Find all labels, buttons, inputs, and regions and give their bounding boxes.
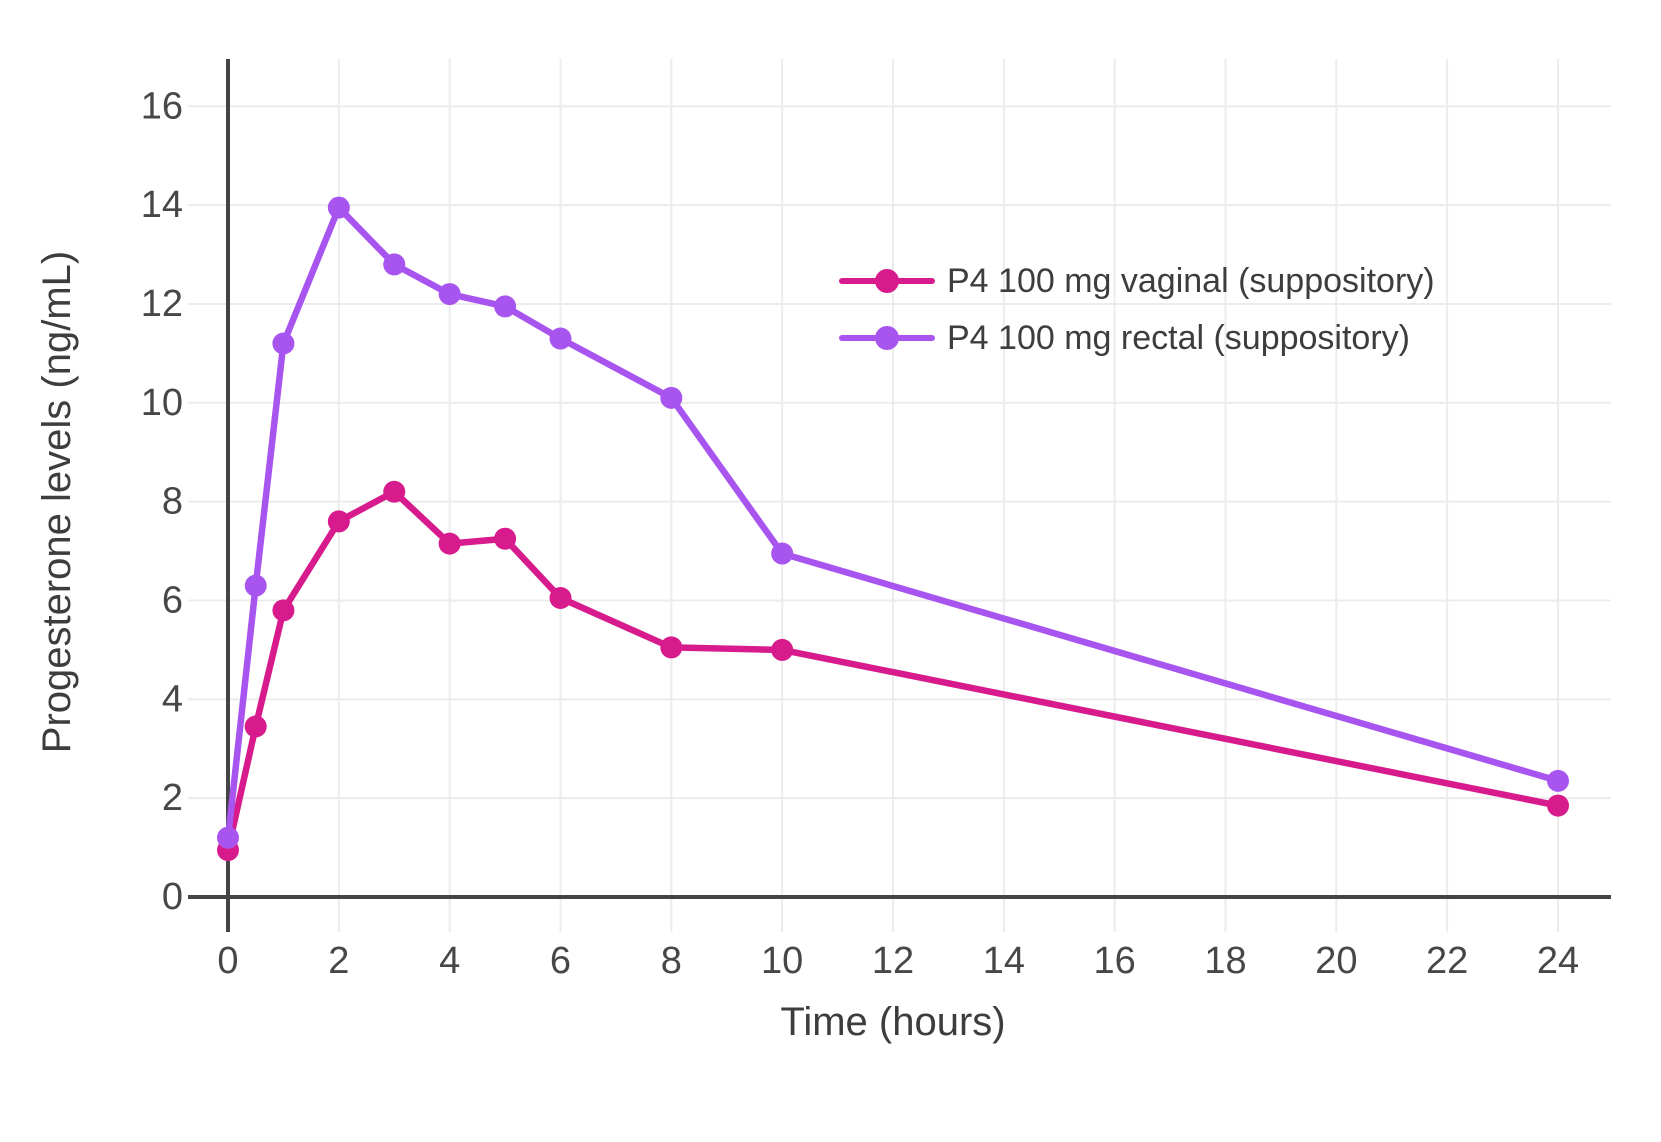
y-tick-label: 0 — [162, 876, 183, 918]
data-point-rectal — [660, 386, 683, 409]
legend-item-rectal: P4 100 mg rectal (suppository) — [839, 319, 1410, 357]
data-point-vaginal — [244, 715, 267, 738]
data-point-vaginal — [438, 532, 461, 555]
data-point-rectal — [549, 327, 572, 350]
data-point-rectal — [494, 295, 517, 318]
data-point-rectal — [1547, 769, 1570, 792]
legend-label-rectal: P4 100 mg rectal (suppository) — [947, 319, 1410, 357]
x-tick-label: 22 — [1426, 940, 1468, 982]
data-point-vaginal — [327, 510, 350, 533]
axes — [188, 59, 1611, 932]
x-tick-label: 4 — [439, 940, 460, 982]
data-point-vaginal — [494, 527, 517, 550]
x-tick-label: 18 — [1204, 940, 1246, 982]
x-tick-label: 8 — [661, 940, 682, 982]
data-point-rectal — [272, 332, 295, 355]
y-tick-label: 6 — [162, 579, 183, 621]
data-point-vaginal — [660, 636, 683, 659]
data-point-vaginal — [383, 480, 406, 503]
data-point-rectal — [383, 253, 406, 276]
y-tick-label: 12 — [141, 283, 183, 325]
data-point-rectal — [438, 283, 461, 306]
data-point-rectal — [771, 542, 794, 565]
gridlines — [188, 59, 1611, 932]
series-plot-area — [217, 196, 1570, 862]
data-point-vaginal — [549, 587, 572, 610]
legend-item-vaginal: P4 100 mg vaginal (suppository) — [839, 262, 1435, 300]
data-point-vaginal — [771, 638, 794, 661]
legend: P4 100 mg vaginal (suppository) P4 100 m… — [839, 262, 1435, 357]
legend-label-vaginal: P4 100 mg vaginal (suppository) — [947, 262, 1435, 300]
y-tick-label: 2 — [162, 777, 183, 819]
y-tick-label: 4 — [162, 678, 183, 720]
data-point-vaginal — [1547, 794, 1570, 817]
y-tick-label: 8 — [162, 481, 183, 523]
x-tick-label: 24 — [1537, 940, 1579, 982]
x-tick-label: 14 — [983, 940, 1025, 982]
x-tick-label: 12 — [872, 940, 914, 982]
x-tick-label: 2 — [328, 940, 349, 982]
x-tick-label: 6 — [550, 940, 571, 982]
x-axis-title: Time (hours) — [780, 1000, 1005, 1044]
y-tick-label: 10 — [141, 382, 183, 424]
legend-marker-vaginal-icon — [875, 269, 899, 293]
y-tick-label: 14 — [141, 184, 183, 226]
data-point-rectal — [217, 826, 239, 849]
x-tick-label: 0 — [217, 940, 238, 982]
x-tick-label: 16 — [1094, 940, 1136, 982]
x-tick-label: 10 — [761, 940, 803, 982]
x-tick-label: 20 — [1315, 940, 1357, 982]
y-tick-label: 16 — [141, 85, 183, 127]
data-point-vaginal — [272, 599, 295, 622]
legend-marker-rectal-icon — [875, 326, 899, 350]
data-point-rectal — [244, 574, 267, 597]
data-point-rectal — [327, 196, 350, 219]
y-axis-title: Progesterone levels (ng/mL) — [35, 251, 79, 753]
